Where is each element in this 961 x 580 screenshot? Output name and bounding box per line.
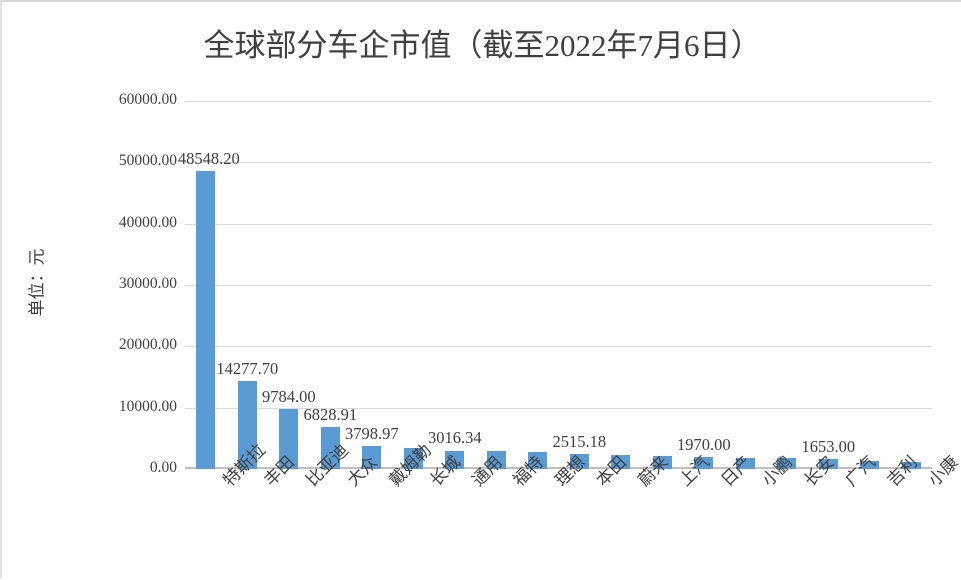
gridline	[185, 285, 932, 286]
bar-slot	[860, 101, 880, 469]
bar-slot	[279, 101, 299, 469]
bar-slot	[320, 101, 340, 469]
y-axis-tick-label: 20000.00	[118, 336, 177, 354]
bar[interactable]	[196, 171, 216, 469]
bar-data-label: 2515.18	[552, 431, 607, 451]
y-axis-tick-label: 60000.00	[118, 91, 177, 108]
bar-slot	[694, 101, 714, 469]
bar[interactable]	[569, 453, 589, 469]
bar-slot	[403, 101, 423, 469]
bar-slot	[486, 101, 506, 469]
y-axis-tick-label: 10000.00	[118, 397, 177, 415]
bar-data-label: 14277.70	[216, 359, 279, 379]
y-axis-tick-label: 40000.00	[118, 213, 177, 231]
bar[interactable]	[901, 462, 921, 469]
bar-slot	[777, 101, 797, 469]
bar[interactable]	[652, 456, 672, 469]
bar[interactable]	[237, 381, 257, 469]
y-axis-title-text: 单位：元	[27, 248, 47, 316]
bar-slot	[901, 101, 921, 469]
x-axis-line	[185, 467, 932, 469]
gridline	[185, 223, 932, 225]
x-axis-category-labels: 特斯拉 丰田 比亚迪 大众 戴姆勒 长城 通用 福特 理想 本田 蔚来 上汽 日产 小鹏 长安 广汽 吉利 小康	[185, 440, 961, 580]
bar-slot	[652, 101, 672, 469]
bar-slot	[611, 101, 631, 469]
bar[interactable]	[818, 458, 838, 469]
bar[interactable]	[694, 456, 714, 469]
bar-data-label: 3798.97	[344, 423, 399, 443]
chart-title: 全球部分车企市值（截至2022年7月6日）	[203, 28, 762, 63]
plot-area: 48548.20 14277.70 9784.00 6828.91 3798.97 301…	[178, 101, 932, 469]
y-axis-tick-labels: 60000.00 50000.00 40000.00 30000.00 20000.00…	[65, 91, 246, 476]
bar-data-label: 48548.20	[177, 149, 240, 169]
bar-data-label: 9784.00	[261, 386, 316, 406]
gridline	[185, 346, 932, 348]
bar[interactable]	[320, 427, 340, 469]
bar[interactable]	[611, 455, 631, 469]
bar[interactable]	[403, 448, 423, 469]
bar[interactable]	[777, 458, 797, 469]
bar-slot	[362, 101, 382, 469]
bar-data-label: 1653.00	[801, 436, 856, 456]
bar-slot	[528, 101, 548, 469]
bar-data-label: 1970.00	[676, 434, 731, 454]
y-axis-tick-label: 50000.00	[118, 152, 177, 170]
bar-data-label: 3016.34	[427, 428, 482, 448]
bar-slot	[445, 101, 465, 469]
y-axis-tick-label: 30000.00	[118, 275, 177, 292]
bar[interactable]	[279, 409, 299, 469]
y-axis-tick-mark	[239, 469, 246, 470]
bar-slot	[735, 101, 755, 469]
bar-data-label: 6828.91	[303, 405, 358, 425]
bar[interactable]	[735, 457, 755, 469]
bar-slot	[569, 101, 589, 469]
bar[interactable]	[528, 452, 548, 469]
gridline	[185, 407, 932, 409]
bar[interactable]	[362, 445, 382, 469]
bar[interactable]	[486, 450, 506, 469]
gridline	[185, 162, 932, 164]
y-axis-tick-label: 0.00	[149, 459, 177, 476]
y-axis-title: 单位：元	[22, 172, 48, 392]
gridline	[185, 101, 932, 102]
bar-slot	[818, 101, 838, 469]
bar[interactable]	[860, 461, 880, 469]
bar[interactable]	[445, 450, 465, 469]
bar-slot	[196, 101, 216, 469]
bar-slot	[237, 101, 257, 469]
